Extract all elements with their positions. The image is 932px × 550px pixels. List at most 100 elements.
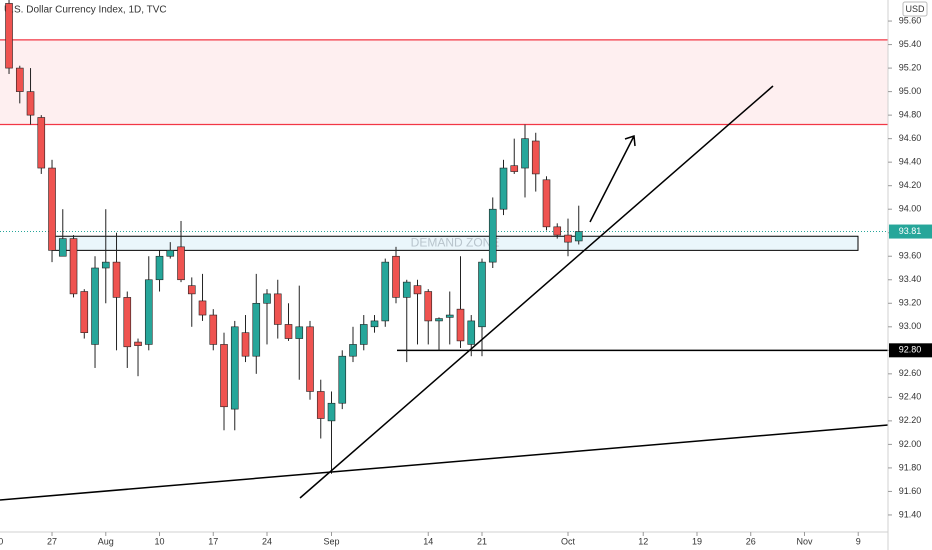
candle-body (80, 291, 89, 333)
y-tick-label: 95.00 (899, 86, 922, 96)
x-tick-label: 10 (155, 536, 165, 546)
y-tick-label: 93.20 (899, 298, 922, 308)
candle-body (101, 261, 110, 269)
y-tick-label: 94.00 (899, 204, 922, 214)
candle-body (531, 140, 540, 175)
candle-body (445, 314, 454, 318)
x-tick-label: Aug (98, 536, 114, 546)
x-tick-label: 14 (423, 536, 433, 546)
x-tick-label: Oct (561, 536, 576, 546)
y-tick-label: 92.60 (899, 368, 922, 378)
demand-zone-label: DEMAND ZONE (411, 235, 500, 249)
y-tick-label: 94.80 (899, 110, 922, 120)
candle-body (26, 91, 35, 116)
x-tick-label: 20 (0, 536, 3, 546)
candle-body (510, 165, 519, 172)
price-label-box (889, 224, 932, 239)
y-tick-label: 93.00 (899, 321, 922, 331)
x-tick-label: 12 (638, 536, 648, 546)
candle-body (392, 255, 400, 298)
candle-body (521, 138, 529, 169)
candle-body (252, 302, 261, 357)
candle-body (284, 324, 293, 339)
candle-body (209, 314, 218, 345)
candle-body (478, 261, 486, 328)
candle-body (553, 226, 562, 236)
candle-body (155, 255, 164, 281)
y-tick-label: 93.40 (899, 274, 922, 284)
arrow (589, 135, 635, 223)
candle-body (349, 344, 357, 357)
candle-body (435, 318, 443, 322)
candle-body (456, 308, 465, 342)
candle-body (359, 324, 368, 345)
candle-body (230, 326, 239, 410)
trend-line (299, 85, 774, 499)
candle-body (467, 320, 476, 345)
candle-body (241, 332, 250, 357)
x-tick-label: 19 (692, 536, 702, 546)
price-label: 93.81 (899, 226, 922, 236)
candle-body (424, 291, 433, 322)
candle-body (48, 167, 56, 251)
candle-body (402, 281, 411, 298)
y-tick-label: 92.40 (899, 392, 922, 402)
trend-line (0, 424, 889, 501)
candle-body (134, 341, 142, 346)
x-tick-label: 21 (477, 536, 487, 546)
y-tick-label: 91.40 (899, 509, 922, 519)
candle-body (370, 320, 379, 328)
candle-body (413, 285, 422, 295)
candle-body (198, 300, 207, 316)
candle-body (316, 391, 325, 419)
y-tick-label: 94.60 (899, 133, 922, 143)
candle-body (123, 297, 132, 348)
candle-body (327, 402, 336, 422)
x-tick-label: 24 (262, 536, 272, 546)
currency-label: USD (905, 4, 925, 14)
candle-body (187, 285, 196, 295)
candle-body (295, 326, 304, 339)
y-tick-label: 93.60 (899, 251, 922, 261)
candle-body (69, 238, 78, 295)
candle-body (58, 238, 67, 257)
candle-body (263, 293, 271, 304)
candle-body (574, 231, 583, 242)
y-tick-label: 94.20 (899, 180, 922, 190)
candle-body (499, 167, 508, 210)
y-tick-label: 94.40 (899, 157, 922, 167)
resistance-zone (0, 39, 888, 125)
candle-body (564, 234, 572, 243)
candle-body (15, 67, 24, 92)
candle-body (5, 3, 13, 69)
chart-title: U.S. Dollar Currency Index, 1D, TVC (4, 5, 167, 16)
candle-body (381, 261, 390, 322)
candle-body (273, 293, 282, 325)
y-tick-label: 95.40 (899, 39, 922, 49)
candle-body (220, 344, 228, 408)
x-tick-label: Sep (324, 536, 340, 546)
candle-body (338, 355, 347, 404)
x-tick-label: 9 (856, 536, 861, 546)
candle-body (37, 117, 46, 169)
price-label: 92.80 (899, 345, 922, 355)
price-label-box (889, 343, 932, 358)
candle-body (306, 326, 314, 392)
y-tick-label: 95.60 (899, 15, 922, 25)
y-tick-label: 92.00 (899, 439, 922, 449)
y-tick-label: 91.60 (899, 486, 922, 496)
x-tick-label: Nov (796, 536, 813, 546)
candle-body (91, 267, 99, 345)
y-tick-label: 91.80 (899, 462, 922, 472)
candle-body (177, 246, 185, 281)
candle-body (542, 179, 551, 228)
y-tick-label: 92.20 (899, 415, 922, 425)
x-tick-label: 27 (47, 536, 57, 546)
candle-body (144, 279, 153, 345)
candle-body (488, 208, 497, 263)
candle-body (166, 250, 175, 257)
y-tick-label: 95.20 (899, 62, 922, 72)
x-tick-label: 17 (208, 536, 218, 546)
